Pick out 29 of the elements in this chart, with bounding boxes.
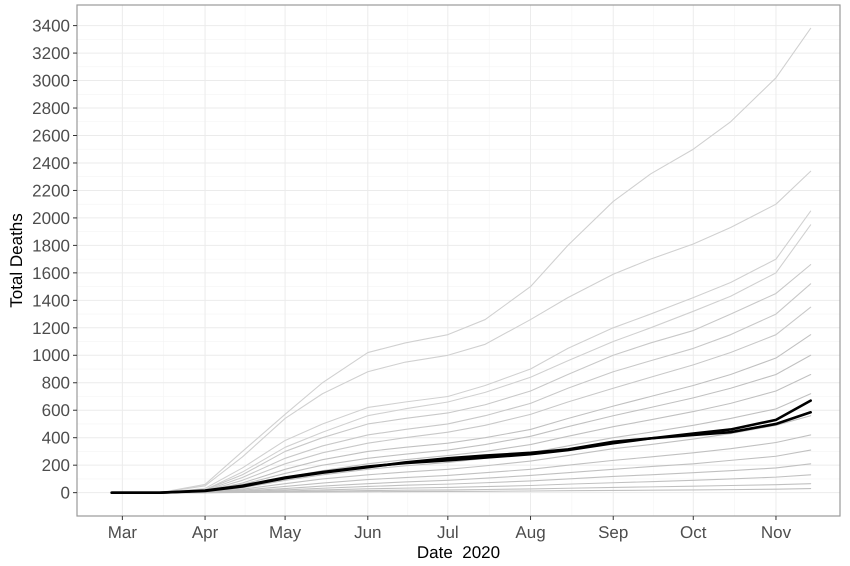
y-tick-label: 1000 [32, 346, 70, 366]
y-tick-label: 1600 [32, 264, 70, 283]
x-tick-label: May [269, 523, 302, 542]
y-axis-title: Total Deaths [7, 213, 26, 308]
x-tick-label: Sep [598, 523, 628, 542]
y-tick-label: 200 [42, 456, 70, 476]
y-tick-label: 1800 [32, 236, 70, 256]
x-tick-label: Apr [192, 523, 219, 542]
y-tick-label: 1200 [32, 318, 70, 338]
y-tick-label: 3000 [32, 72, 70, 90]
y-tick-label: 2200 [32, 181, 70, 200]
x-tick-label: Jun [354, 523, 382, 542]
y-tick-label: 2000 [32, 208, 70, 228]
y-tick-label: 800 [42, 374, 70, 393]
y-tick-label: 2400 [32, 154, 70, 173]
y-tick-label: 2800 [32, 98, 70, 118]
x-axis-title: Date 2020 [416, 543, 500, 562]
y-tick-label: 0 [60, 484, 70, 503]
y-tick-label: 3400 [32, 16, 70, 36]
x-tick-label: Aug [515, 523, 546, 542]
y-tick-label: 2600 [32, 126, 70, 146]
x-tick-label: Oct [680, 523, 707, 542]
y-tick-label: 3200 [32, 44, 70, 64]
x-tick-label: Mar [108, 523, 138, 542]
y-tick-label: 1400 [32, 291, 70, 310]
x-tick-label: Nov [760, 523, 792, 542]
y-tick-label: 600 [42, 401, 70, 420]
x-tick-label: Jul [436, 523, 459, 542]
y-tick-label: 400 [42, 428, 70, 448]
